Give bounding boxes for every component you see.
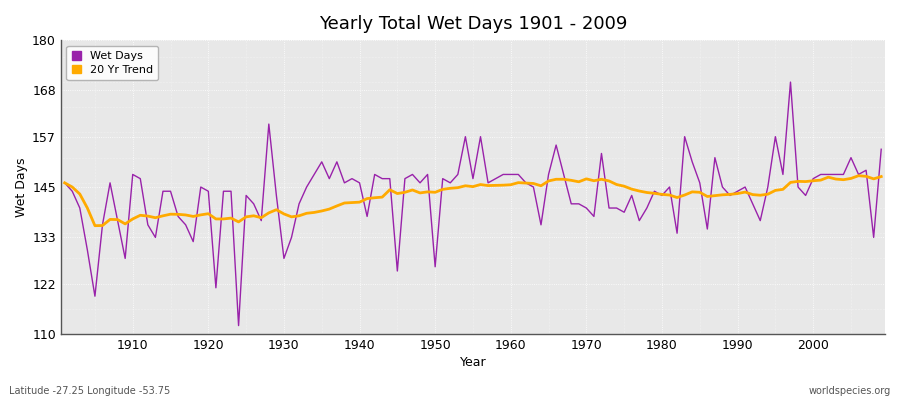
20 Yr Trend (604, 178, 615, 183)
Text: Latitude -27.25 Longitude -53.75: Latitude -27.25 Longitude -53.75 (9, 386, 170, 396)
20 Yr Trend (853, 173, 864, 178)
Title: Yearly Total Wet Days 1901 - 2009: Yearly Total Wet Days 1901 - 2009 (319, 15, 627, 33)
20 Yr Trend (339, 200, 350, 205)
Line: Wet Days: Wet Days (65, 82, 881, 326)
Wet Days (59, 180, 70, 185)
20 Yr Trend (876, 174, 886, 179)
20 Yr Trend (506, 182, 517, 187)
20 Yr Trend (513, 180, 524, 185)
Wet Days (506, 172, 517, 177)
Y-axis label: Wet Days: Wet Days (15, 157, 28, 217)
X-axis label: Year: Year (460, 356, 486, 369)
Wet Days (233, 323, 244, 328)
Wet Days (120, 256, 130, 261)
Legend: Wet Days, 20 Yr Trend: Wet Days, 20 Yr Trend (67, 46, 158, 80)
Wet Days (513, 172, 524, 177)
Wet Days (785, 80, 796, 84)
Wet Days (876, 147, 886, 152)
Text: worldspecies.org: worldspecies.org (809, 386, 891, 396)
20 Yr Trend (59, 180, 70, 185)
Wet Days (339, 180, 350, 185)
Line: 20 Yr Trend: 20 Yr Trend (65, 176, 881, 226)
20 Yr Trend (89, 223, 100, 228)
Wet Days (293, 202, 304, 206)
20 Yr Trend (293, 213, 304, 218)
20 Yr Trend (127, 216, 138, 221)
Wet Days (604, 206, 615, 210)
